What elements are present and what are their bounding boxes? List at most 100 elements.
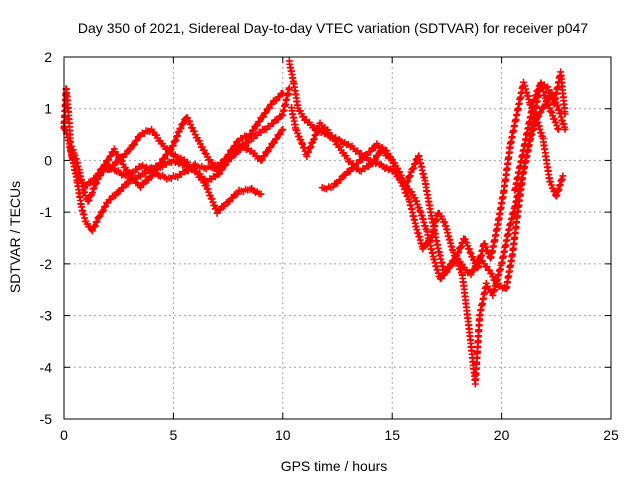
x-tick-label: 0 (60, 427, 68, 443)
data-point-marker (88, 189, 96, 197)
data-point-marker (488, 270, 496, 278)
data-point-marker (264, 147, 272, 155)
data-point-marker (297, 136, 305, 144)
data-point-marker (157, 159, 165, 167)
data-point-marker (88, 227, 96, 235)
data-point-marker (267, 143, 275, 151)
data-point-marker (455, 262, 463, 270)
data-point-marker (410, 164, 418, 172)
data-point-marker (402, 189, 410, 197)
data-point-marker (228, 152, 236, 160)
data-point-marker (305, 148, 313, 156)
data-point-marker (256, 117, 264, 125)
x-tick-label: 20 (494, 427, 510, 443)
data-point-marker (259, 113, 267, 121)
y-tick-label: -1 (40, 204, 53, 220)
data-point-marker (552, 118, 560, 126)
data-point-marker (224, 157, 232, 165)
data-point-marker (84, 197, 92, 205)
y-tick-label: -5 (40, 411, 53, 427)
data-point-marker (369, 159, 377, 167)
data-point-marker (208, 195, 216, 203)
data-point-marker (314, 125, 322, 133)
data-point-marker (222, 161, 230, 169)
data-point-marker (161, 154, 169, 162)
data-point-marker (547, 178, 555, 186)
data-point-marker (149, 171, 157, 179)
data-point-marker (554, 102, 562, 110)
axis-ticks (63, 56, 612, 420)
data-point-marker (151, 167, 159, 175)
data-point-marker (535, 86, 543, 94)
data-point-marker (310, 135, 318, 143)
y-tick-label: -2 (40, 256, 53, 272)
data-point-marker (101, 160, 109, 168)
data-point-marker (257, 190, 265, 198)
y-tick-label: 0 (44, 152, 52, 168)
data-point-marker (105, 156, 113, 164)
data-point-marker (415, 204, 423, 212)
tick-labels: 0 5 10 15 20 25 -5 -4 -3 -2 -1 0 1 2 (40, 49, 619, 443)
data-point-marker (218, 166, 226, 174)
data-point-marker (133, 136, 141, 144)
x-tick-label: 5 (170, 427, 178, 443)
x-axis-label: GPS time / hours (281, 458, 388, 474)
y-tick-label: -4 (40, 359, 53, 375)
data-point-marker (467, 271, 475, 279)
data-point-marker (131, 140, 139, 148)
chart-title: Day 350 of 2021, Sidereal Day-to-day VTE… (78, 20, 588, 36)
data-point-marker (416, 207, 424, 215)
data-point-marker (463, 239, 471, 247)
data-point-marker (265, 104, 273, 112)
data-point-marker (537, 108, 545, 116)
data-point-marker (107, 152, 115, 160)
series-track-g (318, 78, 567, 277)
data-point-marker (447, 260, 455, 268)
data-point-marker (261, 152, 269, 160)
data-point-marker (532, 91, 540, 99)
data-point-marker (285, 84, 293, 92)
data-point-marker (262, 109, 270, 117)
data-point-marker (375, 151, 383, 159)
data-point-marker (437, 274, 445, 282)
data-point-marker (419, 245, 427, 253)
data-point-marker (465, 245, 473, 253)
data-point-marker (279, 125, 287, 133)
data-point-marker (155, 163, 163, 171)
x-tick-label: 15 (384, 427, 400, 443)
y-tick-label: 2 (44, 49, 52, 65)
data-point-marker (95, 169, 103, 177)
data-point-marker (553, 122, 561, 130)
data-point-marker (270, 139, 278, 147)
data-point-marker (93, 173, 101, 181)
data-point-marker (253, 121, 261, 129)
data-point-marker (561, 110, 569, 118)
data-point-marker (216, 170, 224, 178)
data-point-marker (93, 218, 101, 226)
data-point-marker (404, 177, 412, 185)
data-point-marker (298, 140, 306, 148)
data-point-marker (451, 256, 459, 264)
y-axis-label: SDTVAR / TECUs (7, 181, 23, 293)
data-point-marker (293, 126, 301, 134)
y-tick-label: -3 (40, 308, 53, 324)
data-point-marker (127, 145, 135, 153)
data-point-marker (99, 165, 107, 173)
data-point-marker (455, 248, 463, 256)
data-point-marker (404, 192, 412, 200)
x-tick-label: 25 (603, 427, 619, 443)
data-point-marker (96, 212, 104, 220)
data-point-marker (276, 130, 284, 138)
data-point-marker (397, 171, 405, 179)
series-track-c (67, 89, 287, 191)
data-point-marker (547, 107, 555, 115)
data-point-marker (273, 135, 281, 143)
data-point-marker (190, 127, 198, 135)
data-point-marker (174, 132, 182, 140)
data-point-marker (230, 148, 238, 156)
data-point-marker (233, 190, 241, 198)
data-point-marker (470, 256, 478, 264)
data-point-marker (278, 127, 286, 135)
data-point-marker (172, 136, 180, 144)
